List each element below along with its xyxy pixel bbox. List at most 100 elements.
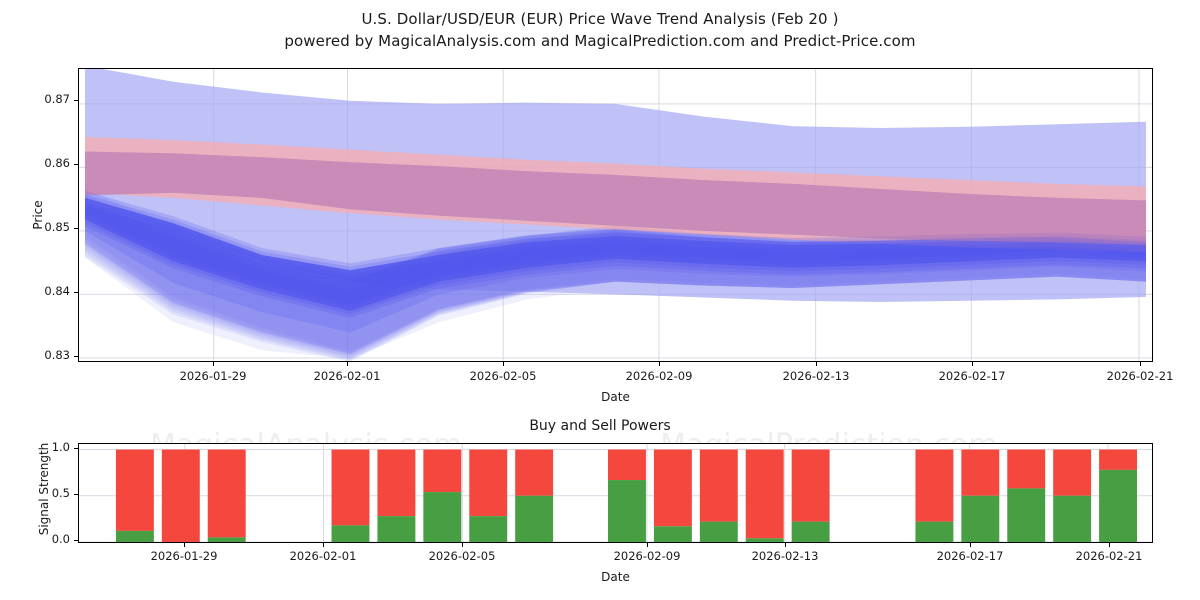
price-y-tick-mark bbox=[74, 100, 78, 101]
signal-x-tick-mark bbox=[970, 543, 971, 547]
buy-power-bar bbox=[1007, 488, 1046, 542]
buy-power-bar bbox=[515, 495, 554, 542]
signal-y-tick-label: 1.0 bbox=[51, 440, 70, 454]
price-y-tick-mark bbox=[74, 292, 78, 293]
buy-power-bar bbox=[469, 516, 508, 542]
sell-power-bar bbox=[1099, 449, 1138, 470]
buy-power-bar bbox=[423, 492, 462, 542]
price-x-tick-label: 2026-02-17 bbox=[938, 369, 1006, 383]
price-x-tick-mark bbox=[347, 362, 348, 366]
price-wave-sample bbox=[84, 190, 1147, 304]
price-x-tick-mark bbox=[503, 362, 504, 366]
sell-power-bar bbox=[515, 449, 554, 496]
signal-y-tick-label: 0.5 bbox=[51, 486, 70, 500]
price-overlap-band bbox=[84, 151, 1147, 245]
sell-power-bar bbox=[961, 449, 1000, 496]
chart-title-line2: powered by MagicalAnalysis.com and Magic… bbox=[284, 32, 916, 50]
price-x-axis-label: Date bbox=[601, 390, 630, 404]
signal-x-tick-mark bbox=[785, 543, 786, 547]
signal-x-tick-label: 2026-02-21 bbox=[1075, 549, 1143, 563]
buy-power-bar bbox=[653, 526, 692, 542]
buy-power-bar bbox=[608, 480, 646, 542]
price-wave-sample bbox=[84, 201, 1147, 315]
sell-power-bar bbox=[115, 449, 154, 531]
signal-x-axis-label: Date bbox=[601, 570, 630, 584]
price-wave-sample bbox=[84, 221, 1147, 361]
signal-x-tick-mark bbox=[184, 543, 185, 547]
signal-chart-plot-area bbox=[78, 443, 1153, 543]
price-y-tick-label: 0.83 bbox=[44, 348, 70, 362]
sell-power-bar bbox=[1007, 449, 1046, 489]
sell-power-bar bbox=[745, 449, 784, 539]
price-x-tick-mark bbox=[816, 362, 817, 366]
sell-power-bar bbox=[377, 449, 416, 517]
signal-x-tick-label: 2026-02-05 bbox=[428, 549, 496, 563]
buy-power-bar bbox=[377, 516, 416, 542]
signal-x-tick-mark bbox=[647, 543, 648, 547]
price-y-axis-label: Price bbox=[31, 200, 45, 230]
buy-power-bar bbox=[207, 537, 246, 542]
signal-x-tick-label: 2026-02-13 bbox=[751, 549, 819, 563]
price-wave-sample bbox=[84, 194, 1147, 354]
buy-power-bar bbox=[1099, 469, 1138, 542]
price-y-tick-label: 0.86 bbox=[44, 156, 70, 170]
chart-title-line1: U.S. Dollar/USD/EUR (EUR) Price Wave Tre… bbox=[361, 10, 839, 28]
price-wave-sample bbox=[84, 205, 1147, 357]
sell-power-bar bbox=[915, 449, 954, 522]
price-x-tick-mark bbox=[659, 362, 660, 366]
sell-power-bar bbox=[161, 449, 200, 542]
price-wave-sample bbox=[84, 204, 1147, 318]
price-wave-sample bbox=[84, 216, 1147, 361]
signal-x-tick-label: 2026-02-01 bbox=[289, 549, 357, 563]
buy-power-bar bbox=[915, 521, 954, 542]
sell-power-bar bbox=[608, 449, 646, 481]
sell-power-bar bbox=[1053, 449, 1092, 496]
signal-chart-svg bbox=[79, 444, 1152, 542]
signal-y-tick-mark bbox=[74, 448, 78, 449]
signal-x-tick-label: 2026-02-09 bbox=[613, 549, 681, 563]
price-x-tick-label: 2026-02-01 bbox=[313, 369, 381, 383]
buy-power-bar bbox=[699, 521, 738, 542]
price-y-tick-label: 0.84 bbox=[44, 284, 70, 298]
signal-x-tick-label: 2026-02-17 bbox=[936, 549, 1004, 563]
price-chart-plot-area bbox=[78, 68, 1153, 362]
buy-power-bar bbox=[745, 538, 784, 542]
signal-y-tick-mark bbox=[74, 540, 78, 541]
price-wave-sample bbox=[84, 200, 1147, 355]
signal-x-tick-mark bbox=[462, 543, 463, 547]
buy-power-bar bbox=[791, 521, 830, 542]
signal-y-tick-label: 0.0 bbox=[51, 532, 70, 546]
buy-power-bar bbox=[331, 525, 370, 542]
price-chart-svg bbox=[79, 69, 1152, 361]
buy-power-bar bbox=[115, 530, 154, 542]
price-y-tick-label: 0.87 bbox=[44, 92, 70, 106]
price-x-tick-label: 2026-02-21 bbox=[1106, 369, 1174, 383]
price-x-tick-label: 2026-02-05 bbox=[469, 369, 537, 383]
price-x-tick-label: 2026-02-09 bbox=[625, 369, 693, 383]
price-x-tick-mark bbox=[972, 362, 973, 366]
sell-power-bar bbox=[699, 449, 738, 522]
sell-power-bar bbox=[653, 449, 692, 527]
price-y-tick-label: 0.85 bbox=[44, 220, 70, 234]
buy-power-bar bbox=[961, 495, 1000, 542]
sell-power-bar bbox=[207, 449, 246, 538]
price-y-tick-mark bbox=[74, 356, 78, 357]
price-band-area bbox=[84, 197, 1147, 311]
signal-x-tick-mark bbox=[1109, 543, 1110, 547]
price-x-tick-mark bbox=[1140, 362, 1141, 366]
signal-y-tick-mark bbox=[74, 494, 78, 495]
signal-chart-title: Buy and Sell Powers bbox=[529, 418, 671, 434]
sell-power-bar bbox=[331, 449, 370, 526]
sell-power-bar bbox=[791, 449, 830, 522]
price-wave-sample bbox=[84, 189, 1147, 352]
signal-x-tick-mark bbox=[323, 543, 324, 547]
sell-power-bar bbox=[423, 449, 462, 493]
price-wave-sample bbox=[84, 194, 1147, 308]
signal-x-tick-label: 2026-01-29 bbox=[150, 549, 218, 563]
sell-power-bar bbox=[469, 449, 508, 517]
price-wave-sample bbox=[84, 210, 1147, 359]
price-y-tick-mark bbox=[74, 228, 78, 229]
price-wave-sample bbox=[84, 197, 1147, 311]
price-x-tick-mark bbox=[213, 362, 214, 366]
